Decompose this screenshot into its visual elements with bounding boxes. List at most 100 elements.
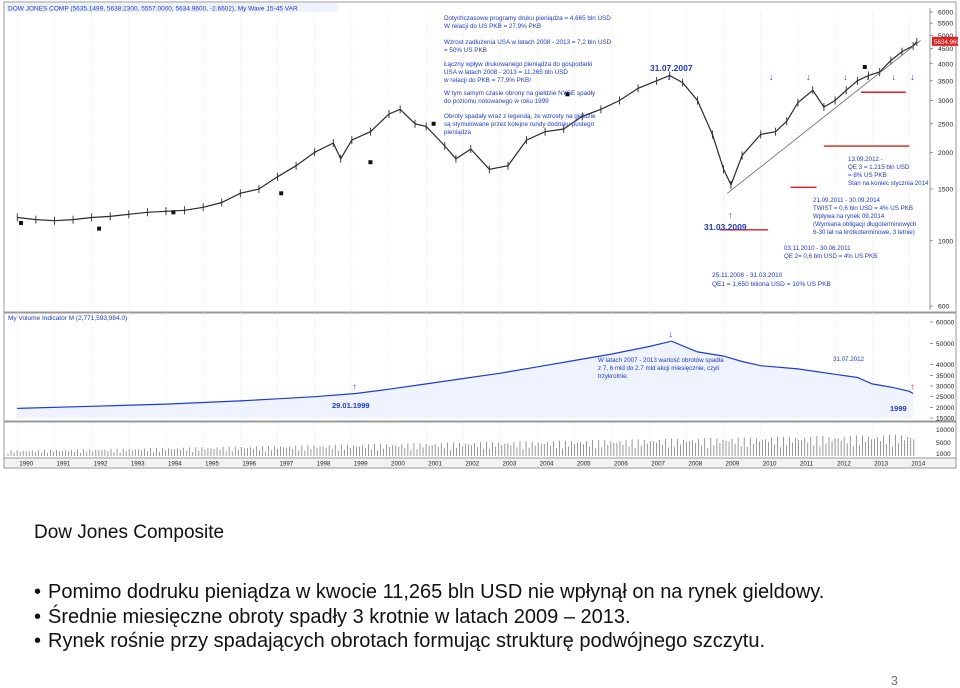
price-y-tick-label: 4000 — [938, 61, 953, 68]
qe3-annotation: Stan na koniec stycznia 2014 — [848, 180, 929, 187]
blue-arrow: ↓ — [910, 72, 915, 82]
x-tick-label: 1990 — [19, 461, 33, 468]
x-tick-label: 2004 — [540, 461, 554, 468]
blue-arrow: ↑ — [728, 210, 733, 220]
qe3-annotation: = 8% US PKB — [848, 172, 887, 179]
volume-year-label: 1999 — [890, 404, 907, 413]
blue-arrow: ↓ — [866, 72, 871, 82]
twist-annotation: 21.09.2011 - 30.09.2014 — [813, 197, 881, 204]
signal-square — [565, 92, 570, 97]
volume-y-tick-label: 50000 — [936, 341, 955, 348]
price-y-tick-label: 5500 — [938, 21, 953, 28]
volume-date-label: 29.01.1999 — [332, 401, 370, 410]
price-line — [17, 41, 918, 222]
volume-annotation: z 7, 6 mld do 2.7 mld akcji miesięcznie,… — [598, 365, 719, 372]
x-tick-label: 2011 — [800, 461, 814, 468]
qe3-annotation: 13.09.2012 - — [848, 156, 883, 163]
price-panel-header: DOW JONES COMP (5635.1499, 5638.2300, 55… — [8, 6, 298, 13]
signal-square — [97, 226, 102, 231]
histogram-y-tick-label: 1000 — [936, 451, 951, 458]
volume-y-tick-label: 20000 — [936, 405, 955, 412]
price-y-tick-label: 600 — [938, 304, 950, 311]
blue-arrow: ↓ — [806, 72, 811, 82]
x-tick-label: 2001 — [428, 461, 442, 468]
red-arrow: ↑ — [910, 381, 915, 391]
signal-square — [171, 210, 176, 215]
twist-annotation: Wpływa na rynek 09.2014 — [813, 213, 885, 220]
time-axis-strip — [3, 457, 957, 469]
x-tick-label: 1992 — [94, 461, 108, 468]
x-tick-label: 2014 — [911, 461, 925, 468]
volume-y-tick-label: 40000 — [936, 362, 955, 369]
price-annotation: Łączny wpływ drukowanego pieniądza do go… — [444, 61, 592, 68]
x-tick-label: 2000 — [391, 461, 405, 468]
twist-annotation: TWIST = 0,6 bln USD = 4% US PKB — [813, 205, 913, 212]
signal-square — [862, 65, 867, 70]
qe2-annotation: QE 2= 0,6 bln USD = 4% US PKB — [784, 253, 877, 260]
price-annotation: USA w latach 2008 - 2013 = 11,265 bln US… — [444, 69, 568, 76]
last-value-marker — [932, 36, 958, 46]
signal-square — [279, 191, 284, 196]
bullet-list: • Pomimo dodruku pieniądza w kwocie 11,26… — [34, 580, 824, 654]
blue-arrow: ↓ — [892, 72, 897, 82]
x-tick-label: 1993 — [131, 461, 145, 468]
x-tick-label: 1997 — [279, 461, 293, 468]
twist-annotation: 6-30 lat na krótkoterminowe, 3 letnie) — [813, 229, 915, 236]
volume-y-tick-label: 30000 — [936, 384, 955, 391]
chart-svg: DOW JONES COMP (5635.1499, 5638.2300, 55… — [3, 1, 960, 469]
price-annotation: w relacji do PKB = 77,9% PKB! — [443, 77, 531, 84]
x-tick-label: 1998 — [317, 461, 331, 468]
histogram-panel-frame — [3, 421, 957, 459]
volume-y-tick-label: 35000 — [936, 373, 955, 380]
signal-square — [431, 121, 436, 126]
x-tick-label: 2008 — [688, 461, 702, 468]
price-y-tick-label: 1000 — [938, 238, 953, 245]
price-y-tick-label: 3000 — [938, 98, 953, 105]
page-number: 3 — [890, 673, 898, 688]
x-tick-label: 2013 — [874, 461, 888, 468]
price-y-tick-label: 1500 — [938, 187, 953, 194]
twist-annotation: (Wymiana obligacji długoterminowych — [813, 221, 917, 228]
blue-arrow: ↑ — [353, 381, 358, 391]
x-tick-label: 1999 — [354, 461, 368, 468]
volume-annotation: W latach 2007 - 2013 wartość obrotów spa… — [598, 357, 724, 364]
x-tick-label: 2010 — [763, 461, 777, 468]
price-annotation: = 50% US PKB — [444, 47, 487, 54]
volume-panel-frame — [3, 312, 957, 422]
last-value-label: 5634.9600 — [934, 39, 960, 46]
qe3-annotation: QE 3 = 1,215 bln USD — [848, 164, 910, 171]
bullet-item: • Średnie miesięczne obroty spadły 3 krot… — [34, 605, 631, 628]
price-y-tick-label: 3500 — [938, 78, 953, 85]
price-y-tick-label: 2000 — [938, 150, 953, 157]
blue-arrow: ↓ — [769, 72, 774, 82]
trough-date-label: 31.03.2009 — [704, 222, 747, 232]
peak-date-label: 31.07.2007 — [650, 63, 693, 73]
price-annotation: W relacji do US PKB = 27,9% PKB — [444, 23, 541, 30]
price-annotation: do poziomu notowanego w roku 1999 — [444, 98, 549, 105]
x-tick-label: 2006 — [614, 461, 628, 468]
bullet-item: • Pomimo dodruku pieniądza w kwocie 11,26… — [34, 581, 825, 603]
volume-annotation: 31.07.2012 — [833, 356, 865, 363]
x-tick-label: 2005 — [577, 461, 591, 468]
x-tick-label: 2009 — [726, 461, 740, 468]
signal-square — [19, 220, 24, 225]
volume-y-tick-label: 25000 — [936, 394, 955, 401]
x-tick-label: 1996 — [242, 461, 256, 468]
price-y-tick-label: 2500 — [938, 121, 953, 128]
x-tick-label: 2012 — [837, 461, 851, 468]
x-tick-label: 2003 — [503, 461, 517, 468]
bullet-item: • Rynek rośnie przy spadających obrotach … — [34, 630, 766, 652]
qe1-annotation: QE1 = 1,650 biliona USD = 10% US PKB — [712, 281, 831, 288]
volume-y-tick-label: 60000 — [936, 320, 955, 327]
volume-area — [17, 341, 914, 418]
price-header-bar — [6, 3, 338, 12]
blue-arrow: ↓ — [667, 72, 672, 82]
blue-arrow: ↓ — [669, 329, 674, 339]
stock-chart-image: DOW JONES COMP (5635.1499, 5638.2300, 55… — [3, 1, 960, 469]
histogram-y-tick-label: 10000 — [936, 427, 955, 434]
price-y-tick-label: 5000 — [938, 33, 953, 40]
x-tick-label: 1994 — [168, 461, 182, 468]
volume-line — [17, 340, 914, 409]
slide-title: Dow Jones Composite — [34, 522, 225, 543]
qe2-annotation: 03.11.2010 - 30.06.2011 — [784, 245, 851, 252]
